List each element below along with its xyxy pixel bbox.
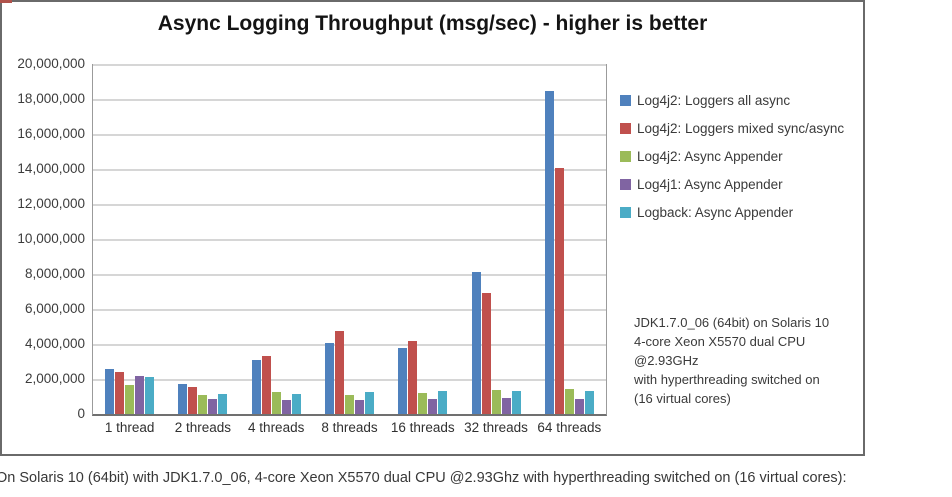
gridline	[93, 169, 606, 171]
bar	[544, 91, 554, 414]
legend-item: Logback: Async Appender	[620, 198, 844, 226]
x-tick-label: 1 thread	[104, 420, 155, 435]
bar-group-32-threads	[459, 64, 532, 414]
bar	[428, 398, 438, 414]
legend-swatch-icon	[620, 122, 631, 134]
legend-label: Log4j1: Async Appender	[637, 176, 783, 192]
y-tick-label: 6,000,000	[24, 301, 85, 316]
bar	[354, 399, 364, 414]
gridline	[93, 134, 606, 136]
bar	[271, 391, 281, 414]
bar	[178, 383, 188, 414]
bar	[501, 398, 511, 414]
legend-label: Log4j2: Loggers mixed sync/async	[637, 120, 845, 136]
bar-groups	[93, 64, 606, 414]
y-tick-label: 10,000,000	[17, 231, 85, 246]
x-tick-label: 16 threads	[390, 420, 455, 435]
bar	[554, 168, 564, 414]
red-dash-artifact	[0, 0, 12, 3]
bar	[198, 394, 208, 414]
y-tick-label: 12,000,000	[17, 196, 85, 211]
chart-frame: Async Logging Throughput (msg/sec) - hig…	[0, 0, 865, 456]
bar-group-16-threads	[386, 64, 459, 414]
plot-area: 20,000,000 18,000,000 16,000,000 14,000,000…	[17, 56, 607, 435]
bar	[491, 389, 501, 414]
gridline	[93, 379, 606, 381]
bar	[364, 391, 374, 414]
bar	[291, 393, 301, 414]
legend-swatch-icon	[620, 150, 631, 162]
y-tick-label: 14,000,000	[17, 161, 85, 176]
chart-title: Async Logging Throughput (msg/sec) - hig…	[157, 12, 708, 35]
bar-group-8-threads	[313, 64, 386, 414]
bar	[408, 341, 418, 414]
gridline	[93, 274, 606, 276]
bar-group-4-threads	[240, 64, 313, 414]
x-tick-label: 8 threads	[321, 420, 378, 435]
bar	[125, 385, 135, 414]
bar	[324, 342, 334, 414]
bar-group-2-threads	[166, 64, 239, 414]
y-tick-label: 4,000,000	[24, 336, 85, 351]
legend-item: Log4j2: Loggers mixed sync/async	[620, 114, 844, 142]
bar	[145, 377, 155, 414]
bar	[511, 391, 521, 414]
x-tick-label: 32 threads	[464, 420, 528, 435]
x-tick-label: 64 threads	[537, 420, 602, 435]
bar	[135, 375, 145, 414]
gridline	[93, 99, 606, 101]
bar-group-1-thread	[93, 64, 166, 414]
y-tick-label: 20,000,000	[17, 56, 85, 71]
bar	[251, 360, 261, 414]
legend-label: Logback: Async Appender	[637, 204, 794, 220]
legend-label: Log4j2: Loggers all async	[637, 92, 791, 108]
bar	[481, 293, 491, 414]
gridline	[93, 204, 606, 206]
bar	[438, 390, 448, 414]
gridline	[93, 309, 606, 311]
y-tick-label: 18,000,000	[17, 91, 85, 106]
bar	[471, 272, 481, 414]
bar	[105, 368, 115, 414]
legend: Log4j2: Loggers all async Log4j2: Loggers…	[620, 86, 844, 226]
bar	[398, 348, 408, 414]
page-caption: On Solaris 10 (64bit) with JDK1.7.0_06, …	[0, 470, 847, 486]
gridline	[93, 239, 606, 241]
bar	[188, 386, 198, 414]
bar	[574, 398, 584, 414]
bar	[208, 398, 218, 414]
x-tick-label: 2 threads	[174, 420, 232, 435]
annotation-text: JDK1.7.0_06 (64bit) on Solaris 10 4-core…	[634, 315, 830, 406]
legend-swatch-icon	[620, 94, 631, 106]
legend-item: Log4j2: Loggers all async	[620, 86, 844, 114]
y-tick-label: 2,000,000	[24, 371, 85, 386]
legend-swatch-icon	[620, 206, 631, 218]
gridline	[93, 64, 606, 66]
bar-group-64-threads	[533, 64, 606, 414]
bar	[281, 400, 291, 414]
legend-swatch-icon	[620, 178, 631, 190]
y-tick-label: 8,000,000	[24, 266, 85, 281]
bar	[418, 393, 428, 414]
legend-label: Log4j2: Async Appender	[637, 148, 783, 164]
y-tick-label: 0	[77, 406, 85, 421]
gridline	[93, 344, 606, 346]
bar	[334, 331, 344, 414]
bar	[584, 390, 594, 414]
x-tick-label: 4 threads	[248, 420, 305, 435]
legend-item: Log4j1: Async Appender	[620, 170, 844, 198]
legend-item: Log4j2: Async Appender	[620, 142, 844, 170]
bar	[564, 388, 574, 414]
bar	[344, 394, 354, 414]
bar	[115, 372, 125, 414]
bar	[218, 393, 228, 414]
y-tick-label: 16,000,000	[17, 126, 85, 141]
x-axis-tick-labels: 1 thread 2 threads 4 threads 8 threads 16 th…	[93, 420, 606, 435]
bar	[261, 356, 271, 414]
